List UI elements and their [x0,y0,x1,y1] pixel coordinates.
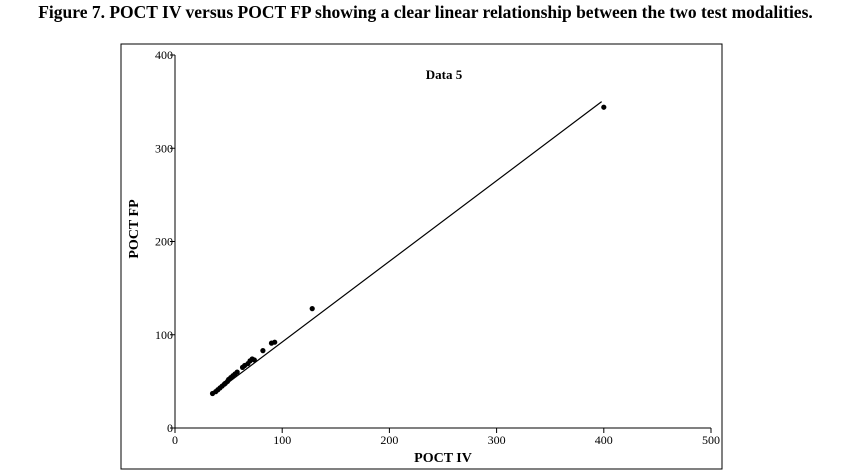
data-point [601,104,607,110]
data-point [309,306,315,312]
data-point [272,339,278,345]
x-tick-label: 500 [702,433,720,447]
x-tick-label: 0 [172,433,178,447]
y-tick-label: 300 [155,141,173,155]
data-point [251,357,257,363]
x-tick-label: 300 [488,433,506,447]
x-axis-label: POCT IV [414,451,472,466]
chart-title: Data 5 [426,67,463,82]
regression-line [212,101,603,395]
y-tick-label: 400 [155,48,173,62]
x-tick-label: 100 [273,433,291,447]
y-tick-label: 200 [155,235,173,249]
x-tick-label: 400 [595,433,613,447]
y-axis-label: POCT FP [127,199,142,259]
data-point [234,369,240,375]
outer-frame [120,43,723,470]
figure-caption: Figure 7. POCT IV versus POCT FP showing… [38,2,813,22]
y-tick-label: 0 [167,421,173,435]
x-tick-label: 200 [380,433,398,447]
y-tick-label: 100 [155,328,173,342]
data-point [260,348,266,354]
